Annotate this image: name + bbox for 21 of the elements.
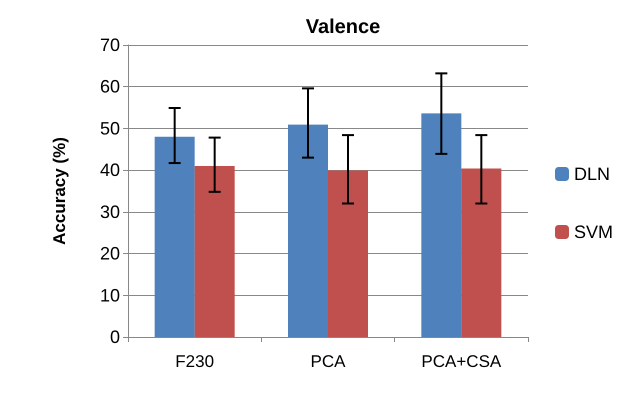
bar	[194, 166, 235, 337]
x-tick-label: PCA+CSA	[421, 352, 502, 371]
bar	[421, 113, 462, 337]
bar	[461, 168, 502, 337]
y-tick-label: 20	[100, 244, 120, 264]
y-tick-label: 30	[100, 202, 120, 222]
bar	[328, 170, 368, 337]
legend-label: SVM	[574, 222, 614, 242]
y-tick-label: 10	[100, 285, 120, 306]
y-tick-label: 60	[100, 76, 120, 97]
y-tick-label: 70	[100, 35, 120, 55]
bar	[154, 136, 195, 337]
bar	[288, 124, 328, 337]
y-tick-label: 0	[110, 327, 120, 347]
y-tick-label: 40	[100, 160, 120, 180]
y-tick-label: 50	[100, 118, 120, 138]
x-tick-label: PCA	[310, 352, 346, 371]
legend-label: DLN	[574, 164, 610, 184]
y-axis-title: Accuracy (%)	[50, 137, 69, 245]
chart-title: Valence	[306, 16, 380, 38]
x-tick-label: F230	[175, 352, 214, 371]
